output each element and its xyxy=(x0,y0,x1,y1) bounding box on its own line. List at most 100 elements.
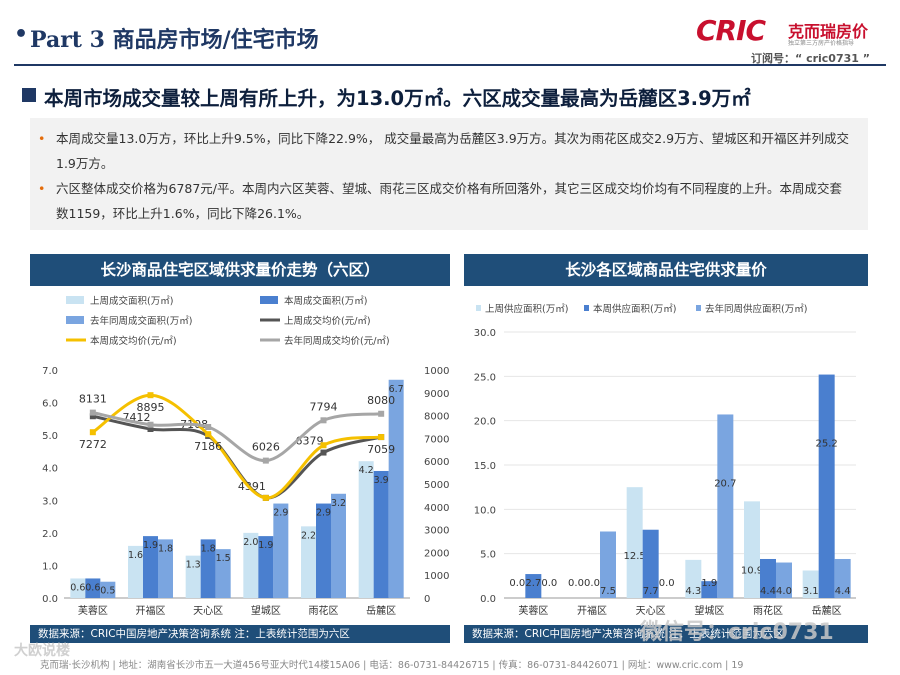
bar xyxy=(215,549,231,598)
y-left-tick-label: 5.0 xyxy=(42,431,58,442)
line-value-label: 8895 xyxy=(137,401,165,414)
line-point xyxy=(378,434,385,441)
bar-value-label: 2.9 xyxy=(316,508,331,519)
watermark-right: 微信号：cric0731 xyxy=(640,620,834,645)
bar-value-label: 3.2 xyxy=(331,498,346,509)
bar-value-label: 4.2 xyxy=(359,465,374,476)
y-tick-label: 15.0 xyxy=(474,461,496,472)
x-tick-label: 芙蓉区 xyxy=(518,604,548,617)
bar xyxy=(600,531,616,598)
y-tick-label: 20.0 xyxy=(474,417,496,428)
summary-item-2: • 六区整体成交价格为6787元/平。本周内六区芙蓉、望城、雨花三区成交价格有所回… xyxy=(38,176,854,226)
bar xyxy=(802,570,819,598)
title-bullet: • xyxy=(14,22,29,47)
subscribe-label: 订阅号：“ cric0731 ” xyxy=(751,52,870,65)
headline-marker xyxy=(22,88,36,102)
bar xyxy=(143,536,158,598)
bar xyxy=(358,461,374,598)
x-tick-label: 岳麓区 xyxy=(812,604,842,617)
bar xyxy=(388,379,404,598)
y-tick-label: 25.0 xyxy=(474,372,496,383)
bar-value-label: 25.2 xyxy=(816,439,838,450)
bar-value-label: 4.4 xyxy=(835,586,851,597)
bar-value-label: 1.9 xyxy=(258,540,273,551)
bar xyxy=(258,536,274,598)
legend-swatch xyxy=(476,305,481,311)
bar-value-label: 2.9 xyxy=(273,508,288,519)
y-left-tick-label: 0.0 xyxy=(42,594,58,605)
y-left-tick-label: 2.0 xyxy=(42,529,58,540)
y-right-tick-label: 5000 xyxy=(424,480,449,491)
bar xyxy=(744,501,760,598)
bar xyxy=(760,558,776,598)
legend-label: 上周成交均价(元/㎡) xyxy=(284,315,371,327)
y-right-tick-label: 3000 xyxy=(424,526,449,537)
x-tick-label: 芙蓉区 xyxy=(78,604,108,617)
bar-value-label: 2.0 xyxy=(243,537,258,548)
bar-value-label: 0.0 xyxy=(584,578,600,589)
line-value-label: 7272 xyxy=(79,438,107,451)
y-right-tick-label: 2000 xyxy=(424,548,449,559)
line-point xyxy=(262,494,269,501)
line-value-label: 7794 xyxy=(310,400,338,413)
bar-value-label: 20.7 xyxy=(714,478,736,489)
bar-value-label: 3.1 xyxy=(803,586,819,597)
bar-value-label: 3.9 xyxy=(374,475,389,486)
line-point xyxy=(320,449,327,456)
summary-text-2: 六区整体成交价格为6787元/平。本周内六区芙蓉、望城、雨花三区成交价格有所回落… xyxy=(56,181,843,221)
x-tick-label: 岳麓区 xyxy=(366,604,396,617)
line-point xyxy=(320,417,327,424)
line-point xyxy=(205,424,212,430)
y-right-tick-label: 7000 xyxy=(424,434,449,445)
y-tick-label: 0.0 xyxy=(480,594,496,605)
bar xyxy=(273,503,289,598)
y-tick-label: 30.0 xyxy=(474,328,496,339)
y-left-tick-label: 4.0 xyxy=(42,464,58,475)
bar xyxy=(331,493,346,598)
legend-label: 本周供应面积(万㎡) xyxy=(593,303,676,315)
bar xyxy=(776,562,792,598)
legend-label: 去年同周成交面积(万㎡) xyxy=(90,315,192,327)
summary-box: • 本周成交量13.0万方，环比上升9.5%，同比下降22.9%， 成交量最高为岳… xyxy=(30,118,868,230)
x-tick-label: 望城区 xyxy=(694,604,724,617)
bar-value-label: 0.0 xyxy=(659,578,675,589)
x-tick-label: 雨花区 xyxy=(309,604,339,617)
line-point xyxy=(147,392,154,399)
left-chart: 上周成交面积(万㎡) 本周成交面积(万㎡) 去年同周成交面积(万㎡) 上周成交均价(元… xyxy=(42,295,450,617)
y-left-tick-label: 3.0 xyxy=(42,496,58,507)
y-right-tick-label: 6000 xyxy=(424,457,449,468)
bar xyxy=(373,470,389,598)
left-chart-footer: 数据来源：CRIC中国房地产决策咨询系统 注：上表统计范围为六区 xyxy=(30,625,450,643)
bar xyxy=(85,578,101,598)
bar xyxy=(642,529,659,598)
x-tick-label: 望城区 xyxy=(251,604,281,617)
bar-value-label: 0.6 xyxy=(70,582,85,593)
bar-value-label: 1.8 xyxy=(201,543,216,554)
line-point xyxy=(378,410,385,417)
bar xyxy=(100,581,116,598)
summary-bullet: • xyxy=(38,131,46,146)
y-tick-label: 5.0 xyxy=(480,550,496,561)
bar xyxy=(301,526,316,598)
bar xyxy=(243,532,259,598)
summary-bullet: • xyxy=(38,181,46,196)
bar-value-label: 1.9 xyxy=(143,540,158,551)
bar-value-label: 0.0 xyxy=(568,578,584,589)
y-right-tick-label: 1000 xyxy=(424,571,449,582)
x-tick-label: 开福区 xyxy=(136,604,166,617)
bar-value-label: 10.9 xyxy=(741,565,763,576)
y-left-tick-label: 7.0 xyxy=(42,366,58,377)
bar-value-label: 6.7 xyxy=(389,384,404,395)
line-value-label: 8131 xyxy=(79,393,107,406)
legend-swatch xyxy=(260,296,278,304)
line-point xyxy=(147,426,154,433)
bar xyxy=(525,574,542,598)
bar xyxy=(316,503,331,598)
line-value-label: 8080 xyxy=(367,394,395,407)
bar xyxy=(834,558,851,598)
bar-value-label: 1.3 xyxy=(186,560,201,571)
y-right-tick-label: 8000 xyxy=(424,412,449,423)
watermark-left: 大欧说楼 xyxy=(14,643,70,659)
bar-value-label: 4.4 xyxy=(760,586,776,597)
